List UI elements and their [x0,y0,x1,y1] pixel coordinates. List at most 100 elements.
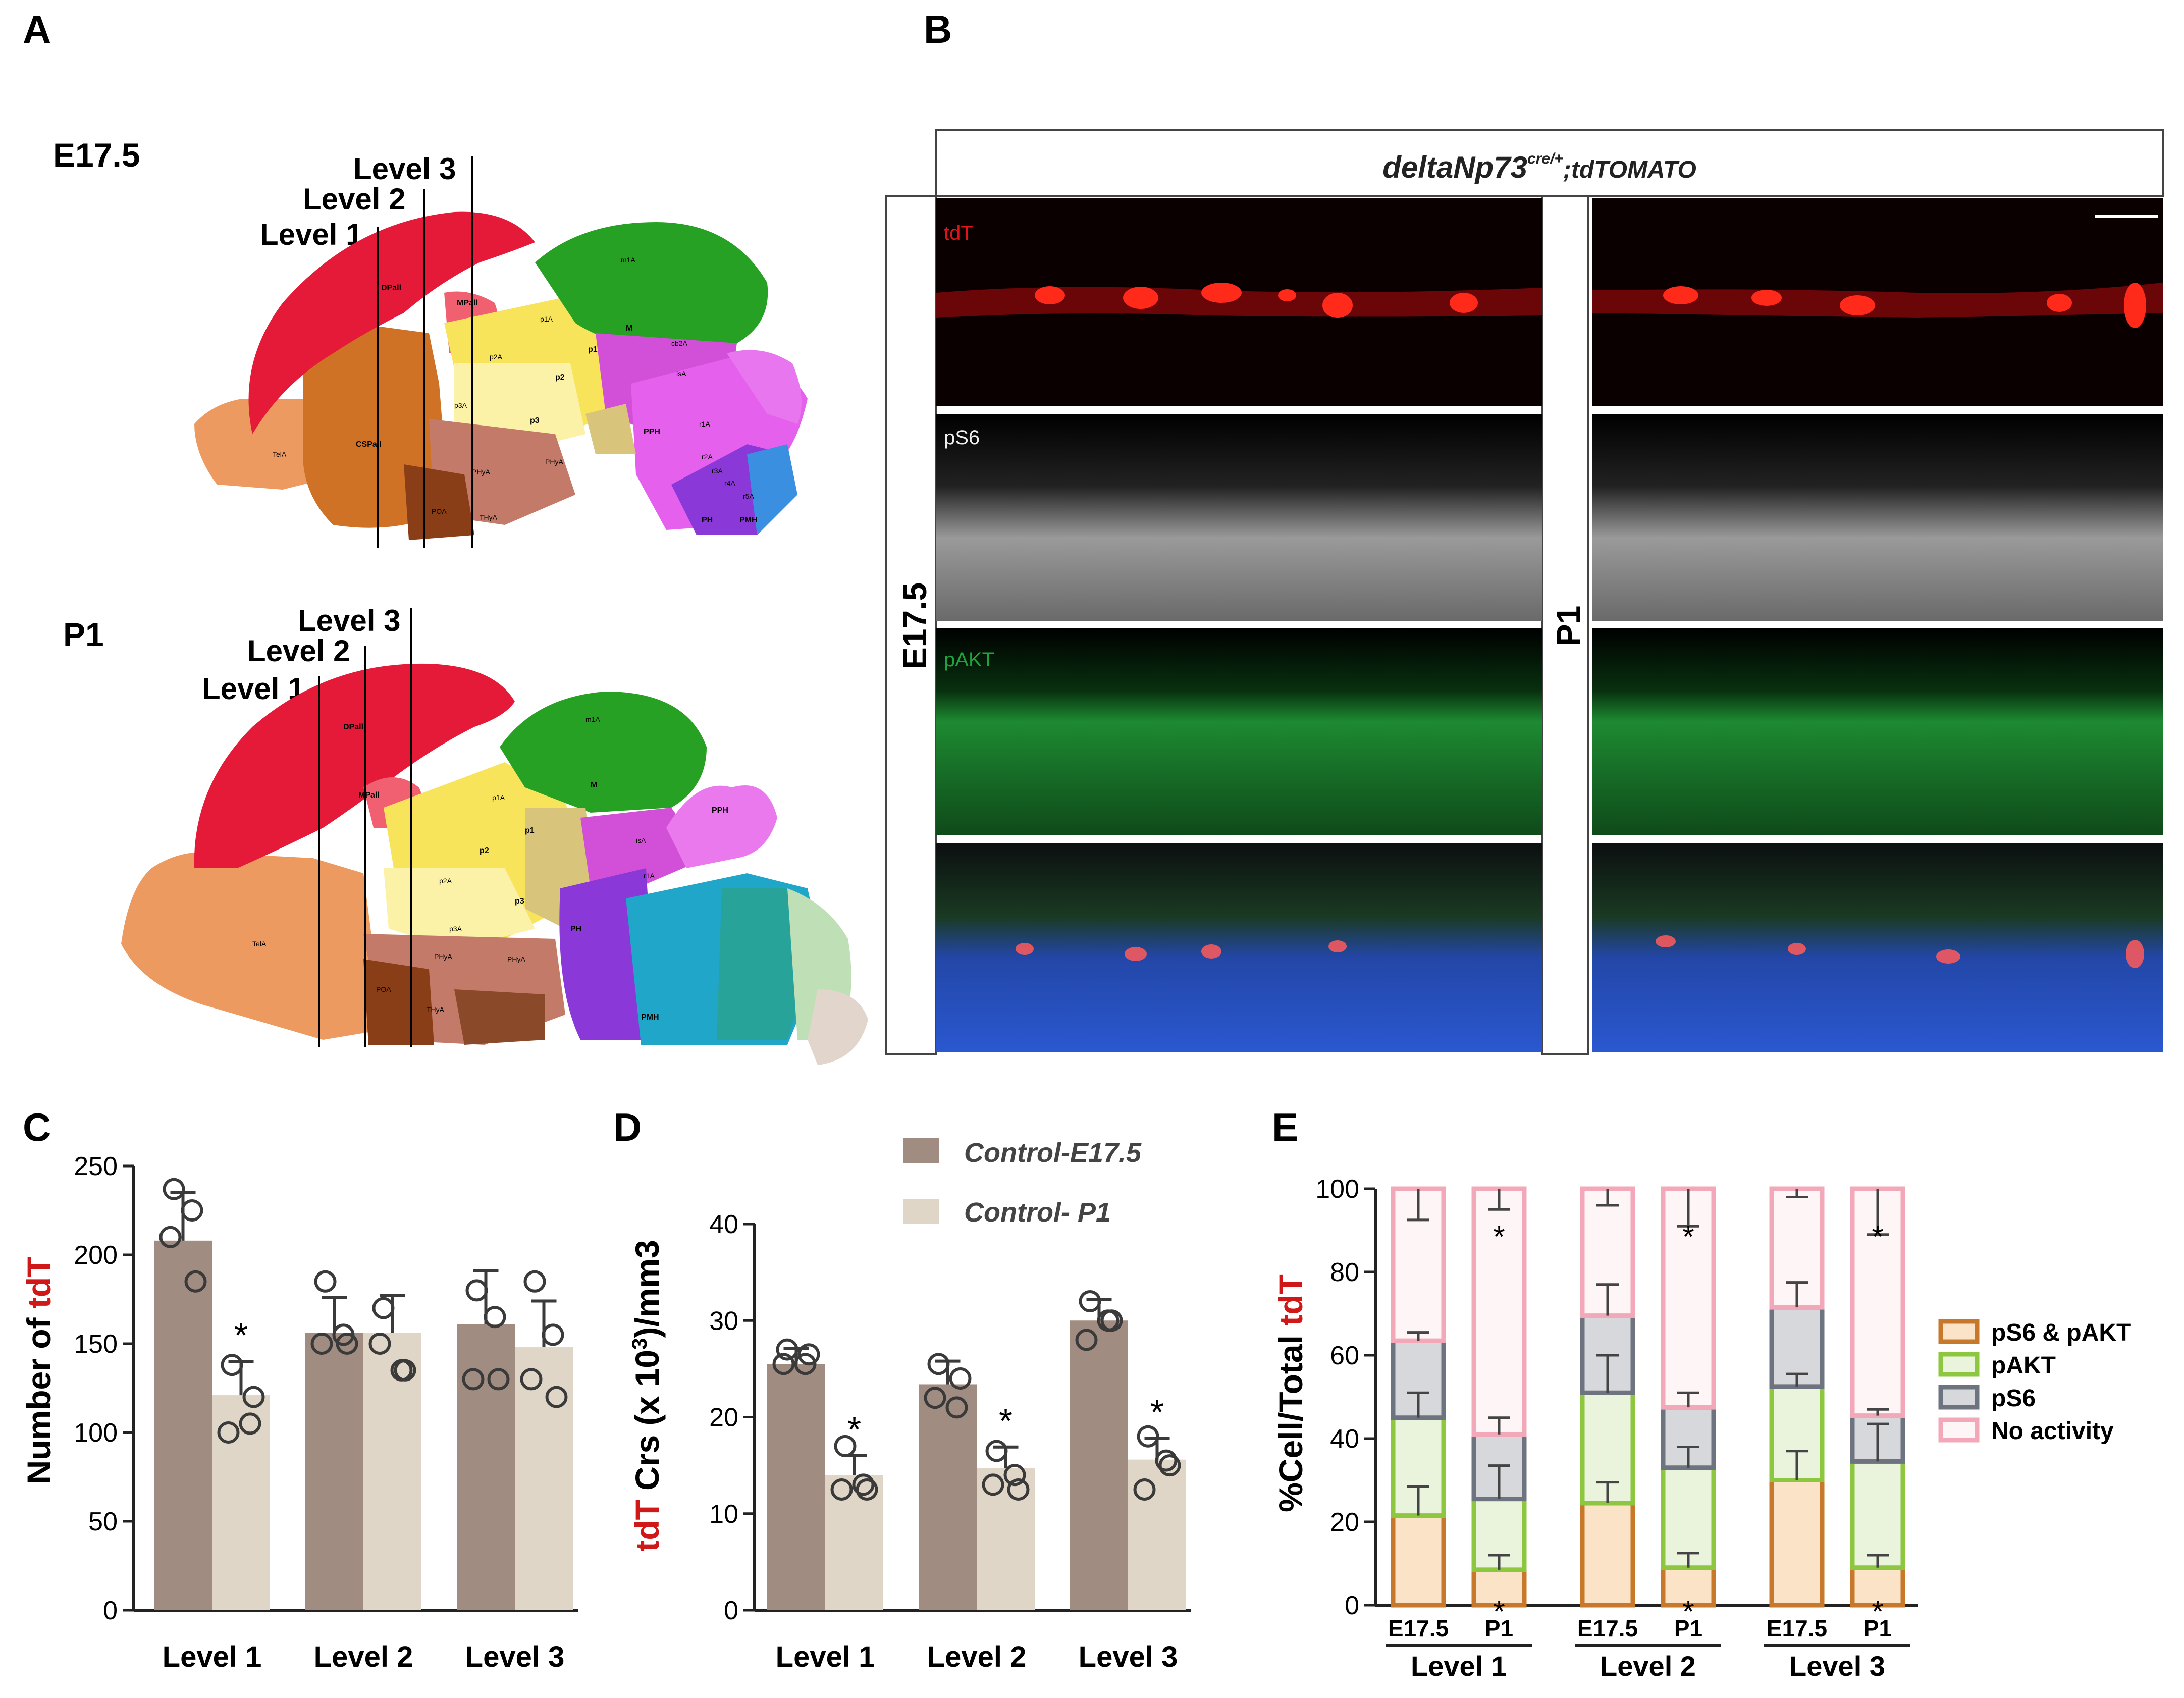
data-point [462,1368,485,1391]
micrograph-p1-pakt [1592,628,2163,835]
region-label: TelA [273,450,287,458]
x-tick-label: Level 2 [927,1640,1027,1673]
region-label: PH [702,516,713,524]
data-point [372,1297,395,1319]
region-label: POA [376,985,391,993]
region-label: PMH [641,1013,659,1022]
panel-d-ylabel: tdT Crs (x 103)/mm3 [627,1240,666,1552]
bar [1070,1320,1128,1610]
data-point [852,1473,875,1496]
micrograph-e175-pakt [936,628,1542,835]
region-label: MPall [457,299,478,307]
stacked-segment [1471,1186,1527,1437]
x-tick-label: Level 1 [163,1640,262,1673]
data-point [314,1270,337,1293]
significance-star: * [1682,1220,1694,1254]
legend-swatch-e175 [903,1138,939,1163]
y-tick-label: 50 [88,1507,118,1536]
data-point [945,1396,968,1419]
legend-label: pS6 [1991,1385,2036,1412]
stage-label-p1-vertical: P1 [1550,606,1587,647]
region-label: THyA [480,513,498,521]
region-label: POA [432,507,447,515]
stage-label-e175: E17.5 [53,136,140,174]
y-tick-label: 60 [1330,1341,1359,1370]
region-label: m1A [621,256,635,264]
region-label: p3 [515,897,524,906]
y-tick-label: 20 [709,1403,738,1432]
e175-level1-label: Level 1 [260,218,362,251]
region-label: r3A [712,467,723,475]
region-label: M [626,324,632,333]
panel-label-a: A [23,7,51,51]
x-tick-label: Level 2 [314,1640,413,1673]
significance-star: * [1682,1595,1694,1628]
group-label: Level 3 [1789,1650,1885,1682]
legend-label-e175: Control-E17.5 [964,1138,1142,1168]
region-label: DPall [343,723,363,731]
bar [212,1395,270,1610]
stacked-segment [1471,1497,1527,1572]
region-label: PHyA [545,458,563,466]
data-point [982,1473,1004,1496]
x-tick-label: P1 [1863,1615,1892,1641]
data-point [465,1279,488,1302]
region-label: PMH [739,516,758,524]
data-point [927,1353,950,1375]
stacked-segment [1661,1565,1716,1608]
stacked-segment [1769,1478,1825,1608]
micrograph-p1-ps6 [1592,414,2163,621]
data-point [794,1353,817,1375]
y-tick-label: 20 [1330,1508,1359,1537]
y-tick-label: 40 [1330,1424,1359,1454]
region-label: p1A [492,793,505,802]
region-label: isA [636,836,646,844]
e175-level2-label: Level 2 [303,182,405,216]
bar [305,1333,363,1610]
data-point [797,1343,820,1366]
legend-swatch [1938,1417,1980,1443]
significance-star: * [999,1401,1013,1441]
data-point [217,1421,240,1444]
region-label: PHyA [472,468,490,476]
y-tick-label: 0 [1345,1591,1359,1620]
region-label: isA [676,369,686,378]
legend-swatch [1938,1319,1980,1344]
significance-star: * [1872,1220,1883,1254]
data-point [487,1368,510,1391]
region-label: p2A [439,877,452,885]
y-tick-label: 100 [1315,1175,1359,1204]
legend-label: pS6 & pAKT [1991,1319,2131,1346]
data-point [856,1478,878,1501]
data-point [1137,1425,1159,1448]
legend-label: pAKT [1991,1352,2056,1379]
data-point [310,1333,333,1355]
data-point [163,1178,185,1200]
data-point [484,1306,506,1329]
data-point [1158,1454,1181,1477]
panel-b-micrographs: deltaNp73cre/+;tdTOMATO E17.5 P1 tdT pS6… [885,129,2164,1055]
region-label: m1A [585,715,600,723]
region-label: DPall [381,284,401,292]
legend-swatch [1938,1352,1980,1377]
e175-level3-label: Level 3 [353,152,456,186]
group-label: Level 2 [1600,1650,1696,1682]
region-label: p3A [449,925,462,933]
region-label: r1A [699,420,710,428]
stage-label-e175-vertical: E17.5 [896,582,933,669]
region-label: p1 [525,826,535,835]
data-point [239,1412,261,1435]
channel-label-ps6: pS6 [944,427,980,449]
data-point [776,1338,798,1361]
y-tick-label: 100 [74,1418,118,1448]
panel-c-chart: Number of tdT 0 50 100 150 200 250 Level 1 * Lev… [20,1152,578,1673]
data-point [924,1387,946,1409]
data-point [159,1226,182,1248]
y-tick-label: 250 [74,1152,118,1181]
data-point [834,1435,857,1457]
data-point [336,1333,358,1355]
y-tick-label: 200 [74,1241,118,1270]
bar [767,1364,825,1610]
